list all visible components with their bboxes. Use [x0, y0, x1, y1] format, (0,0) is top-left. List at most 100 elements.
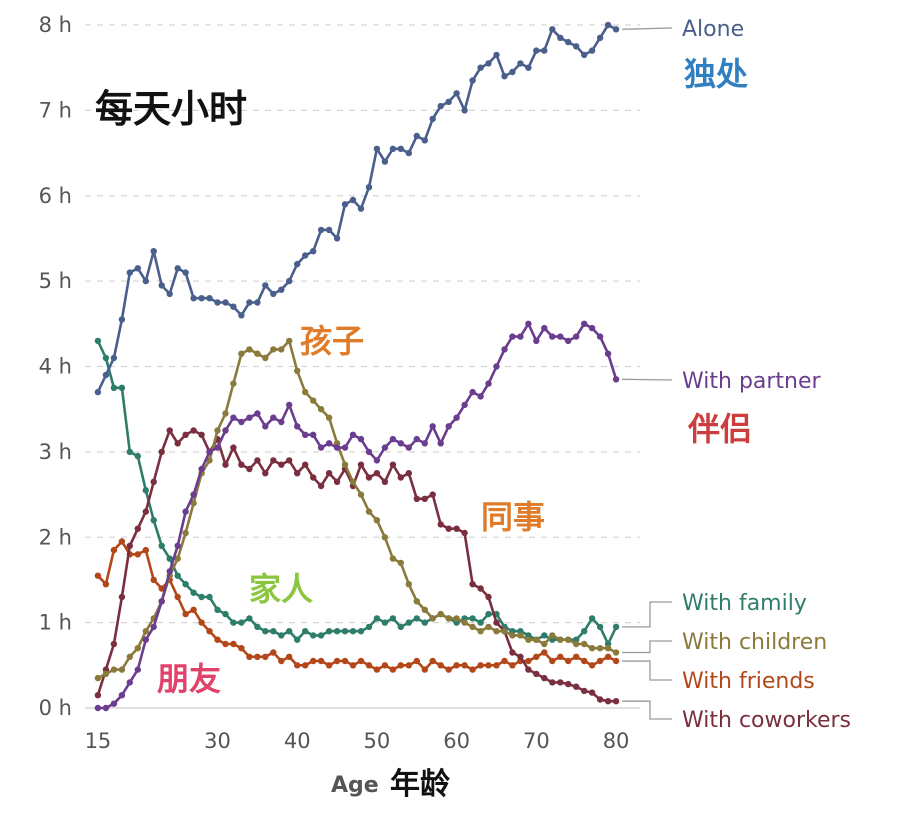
data-point-children [501, 628, 508, 635]
data-point-friends [365, 662, 373, 669]
data-point-family [94, 337, 102, 345]
data-point-children [445, 615, 452, 622]
data-point-children [174, 555, 181, 562]
data-point-friends [142, 546, 149, 554]
data-point-coworkers [126, 542, 133, 549]
data-point-partner [94, 704, 102, 712]
data-point-children [278, 346, 285, 353]
data-point-partner [365, 448, 373, 456]
data-point-partner [302, 431, 309, 438]
data-point-children [397, 559, 404, 567]
data-point-alone [238, 312, 245, 319]
data-point-coworkers [525, 666, 532, 673]
data-point-coworkers [557, 679, 564, 686]
data-point-friends [94, 572, 102, 579]
data-point-family [389, 615, 397, 622]
data-point-alone [262, 282, 269, 289]
series-lines [94, 21, 620, 712]
data-point-partner [182, 508, 189, 515]
data-point-friends [485, 662, 492, 669]
data-point-family [206, 593, 213, 601]
data-point-alone [541, 47, 548, 54]
data-point-family [405, 619, 412, 626]
data-point-family [246, 615, 253, 622]
data-point-friends [381, 662, 389, 669]
data-point-friends [317, 657, 325, 665]
data-point-children [381, 534, 389, 541]
data-point-friends [310, 657, 317, 665]
data-point-children [612, 649, 620, 656]
y-tick-label: 6 h [39, 184, 72, 208]
series-label-children: With children [682, 630, 827, 655]
data-point-family [310, 632, 317, 639]
data-point-friends [270, 649, 277, 656]
data-point-alone [413, 132, 420, 140]
data-point-friends [541, 649, 548, 656]
data-point-children [421, 606, 428, 613]
data-point-coworkers [437, 521, 444, 528]
data-point-family [413, 615, 420, 622]
data-point-partner [230, 414, 237, 421]
data-point-alone [246, 299, 253, 306]
series-label-cn-family: 家人 [249, 570, 313, 608]
data-point-coworkers [612, 698, 620, 705]
series-label-cn-coworkers: 同事 [481, 498, 545, 536]
data-point-friends [349, 662, 357, 669]
y-tick-label: 2 h [39, 525, 72, 549]
data-point-family [198, 593, 205, 601]
data-point-coworkers [549, 679, 556, 686]
data-point-alone [333, 235, 341, 242]
data-point-coworkers [588, 689, 596, 696]
series-label-partner: With partner [682, 369, 822, 394]
data-point-children [206, 457, 213, 464]
data-point-friends [565, 657, 572, 665]
data-point-family [118, 384, 126, 391]
data-point-family [612, 623, 620, 631]
data-point-children [453, 615, 460, 622]
y-axis-ticks: 0 h 1 h 2 h 3 h 4 h 5 h 6 h 7 h 8 h [39, 13, 72, 720]
data-point-alone [302, 252, 309, 259]
data-point-coworkers [182, 431, 189, 438]
data-point-friends [118, 538, 126, 545]
data-point-children [485, 623, 492, 631]
data-point-friends [230, 640, 237, 648]
data-point-children [413, 598, 420, 605]
data-point-coworkers [190, 427, 197, 434]
series-label-cn-partner: 伴侣 [687, 410, 752, 448]
data-point-friends [437, 662, 444, 669]
data-point-friends [421, 666, 428, 673]
y-tick-label: 8 h [39, 13, 72, 37]
data-point-partner [429, 423, 436, 430]
data-point-family [596, 623, 604, 631]
data-point-partner [286, 401, 293, 409]
data-point-friends [612, 657, 620, 665]
data-point-family [102, 354, 110, 362]
data-point-partner [262, 423, 269, 430]
series-labels: Alone 独处 With partner 伴侣 With children 孩子 With… [157, 17, 851, 733]
data-point-partner [405, 444, 412, 451]
data-point-partner [102, 704, 110, 712]
data-point-partner [373, 457, 381, 464]
data-point-coworkers [278, 461, 285, 468]
data-point-coworkers [286, 457, 293, 464]
data-point-friends [373, 666, 381, 673]
data-point-children [517, 632, 524, 639]
x-tick-label: 60 [443, 729, 470, 753]
data-point-alone [341, 201, 349, 208]
data-point-friends [206, 628, 213, 635]
data-point-children [541, 640, 548, 648]
data-point-partner [612, 376, 620, 383]
data-point-friends [557, 653, 564, 660]
data-point-family [278, 632, 285, 639]
data-point-children [365, 508, 373, 515]
x-axis-title: Age [331, 773, 379, 798]
data-point-friends [461, 662, 468, 669]
data-point-coworkers [405, 470, 412, 477]
data-point-children [286, 337, 293, 345]
data-point-coworkers [581, 687, 588, 695]
data-point-friends [278, 657, 285, 665]
data-point-coworkers [469, 581, 476, 588]
data-point-coworkers [445, 525, 452, 532]
data-point-coworkers [325, 470, 333, 477]
data-point-alone [206, 295, 213, 302]
